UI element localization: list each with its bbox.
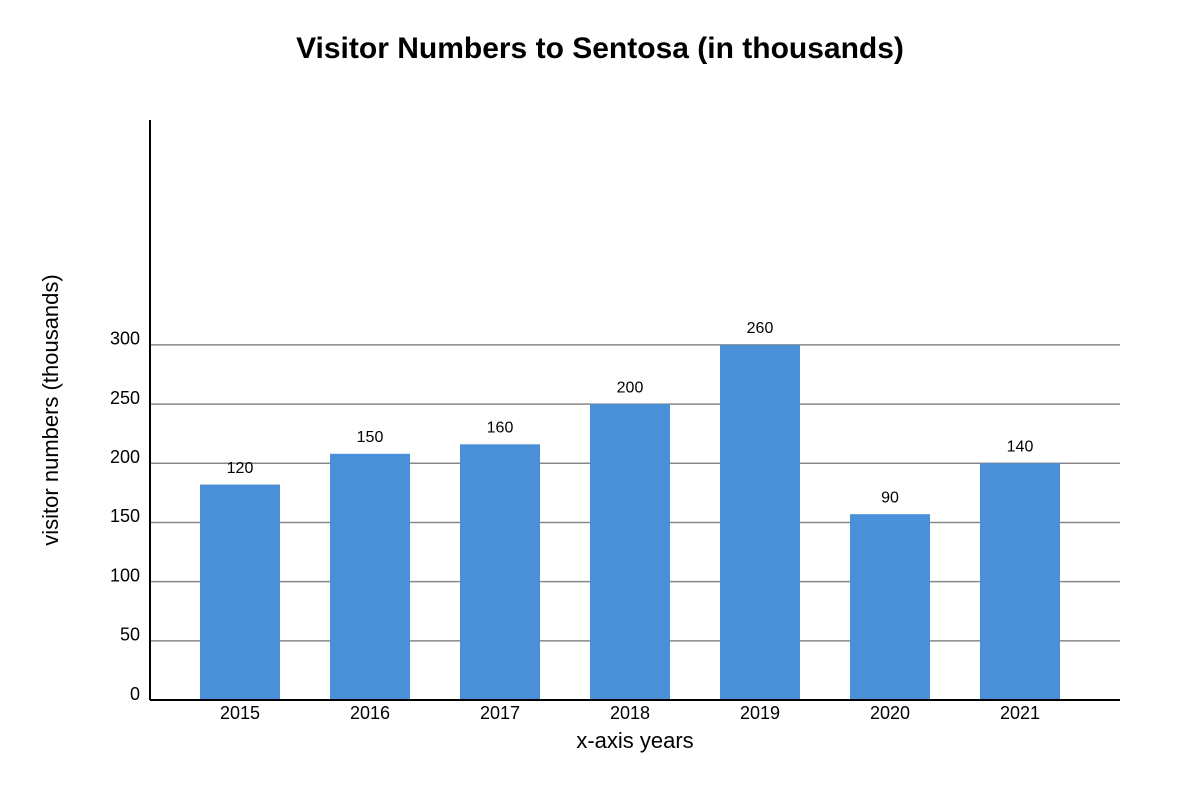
bar [460,444,540,700]
data-label: 140 [1007,438,1034,455]
data-label: 260 [747,320,774,337]
y-axis-label: visitor numbers (thousands) [38,274,63,545]
x-tick-label: 2019 [740,703,780,723]
x-axis-label: x-axis years [576,728,693,753]
x-tick-label: 2018 [610,703,650,723]
y-tick-label: 200 [110,447,140,467]
y-tick-label: 250 [110,388,140,408]
data-label: 150 [357,429,384,446]
chart-title: Visitor Numbers to Sentosa (in thousands… [296,32,904,65]
bar [850,514,930,700]
x-tick-label: 2015 [220,703,260,723]
bar [980,463,1060,700]
data-label: 90 [881,489,899,506]
x-tick-label: 2017 [480,703,520,723]
x-tick-label: 2021 [1000,703,1040,723]
bar [330,453,410,700]
y-tick-label: 150 [110,506,140,526]
y-tick-label: 300 [110,329,140,349]
bar [590,404,670,700]
data-label: 160 [487,420,514,437]
y-tick-label: 0 [130,684,140,704]
data-label: 200 [617,379,644,396]
x-tick-label: 2020 [870,703,910,723]
data-label: 120 [227,460,254,477]
bar [720,344,800,700]
x-tick-label: 2016 [350,703,390,723]
bar [200,484,280,700]
y-tick-label: 100 [110,565,140,585]
y-tick-label: 50 [120,625,140,645]
